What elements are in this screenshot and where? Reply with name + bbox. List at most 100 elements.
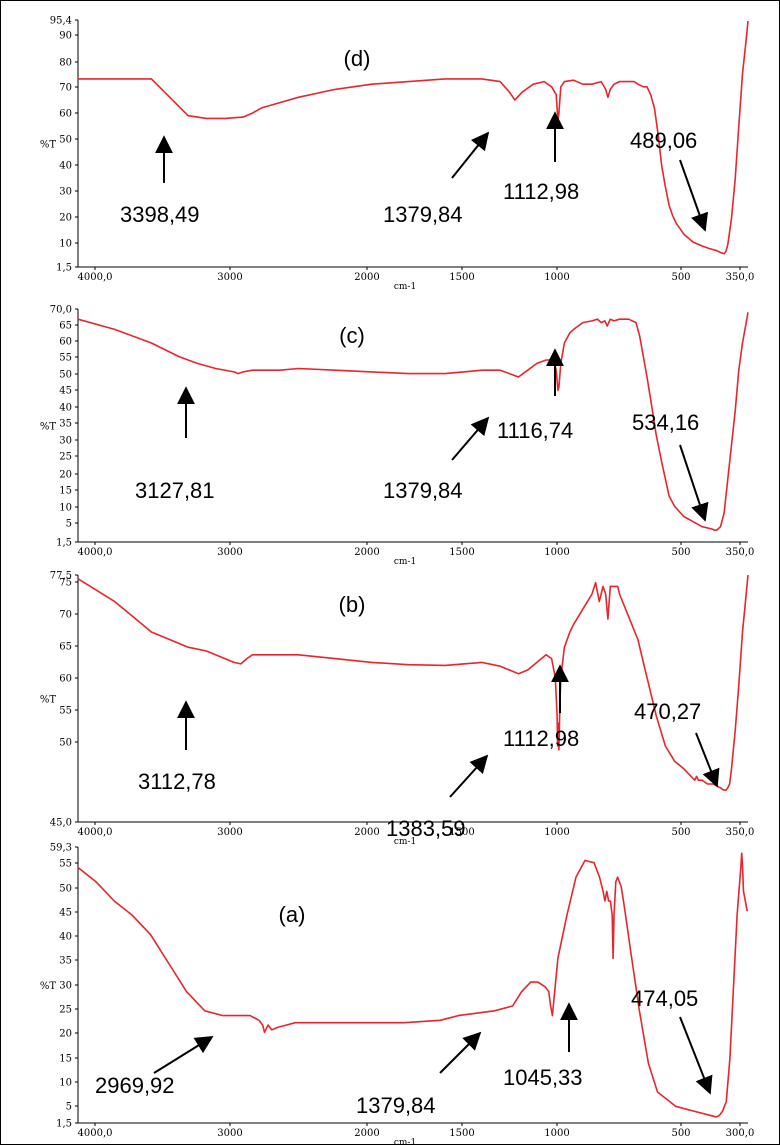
panel-b-y-tick-label: 50 bbox=[59, 738, 72, 749]
panel-d-y-tick-label: 90 bbox=[59, 31, 72, 42]
panel-a-x-axis-label: cm-1 bbox=[394, 1138, 416, 1145]
panel-a-label: (a) bbox=[279, 902, 306, 927]
panel-d-peak-arrow bbox=[679, 159, 709, 232]
panel-a-y-tick-label: 5 bbox=[66, 1102, 72, 1113]
panel-a-y-tick-label: 1,5 bbox=[56, 1119, 72, 1130]
panel-d-x-tick-label: 3000 bbox=[217, 272, 242, 283]
panel-a-y-tick-label: 45 bbox=[59, 908, 72, 919]
panel-d-y-tick-label: 70 bbox=[59, 83, 72, 94]
panel-d-peak-annotation: 1112,98 bbox=[503, 179, 579, 204]
panel-c-peak-arrow bbox=[451, 416, 490, 461]
panel-c-peak-arrow bbox=[679, 444, 709, 522]
panel-d-y-tick-label: 40 bbox=[59, 161, 72, 172]
panel-c-peak-annotation: 1379,84 bbox=[383, 478, 463, 503]
panel-a-y-tick-label: 59,3 bbox=[50, 843, 72, 854]
panel-c-x-tick-label: 4000,0 bbox=[78, 547, 113, 558]
panel-c-label: (c) bbox=[339, 323, 365, 348]
panel-c-x-tick-label: 350,0 bbox=[726, 547, 755, 558]
panel-c-y-tick-label: 35 bbox=[59, 419, 72, 430]
panel-b-x-tick-label: 1500 bbox=[449, 827, 474, 838]
panel-a-spectrum-line bbox=[77, 852, 748, 1118]
panel-a-y-tick-label: 10 bbox=[59, 1078, 72, 1089]
panel-b-y-tick-label: 77,5 bbox=[50, 571, 72, 582]
panel-b-label: (b) bbox=[339, 592, 366, 617]
panel-d-x-tick-label: 1500 bbox=[449, 272, 474, 283]
panel-d-label: (d) bbox=[344, 46, 371, 71]
panel-d-y-tick-label: 50 bbox=[59, 135, 72, 146]
panel-a-peak-arrow bbox=[679, 1016, 713, 1095]
panel-a-peak-annotation: 1045,33 bbox=[503, 1065, 583, 1090]
panel-c-y-tick-label: 10 bbox=[59, 503, 72, 514]
panel-d-y-tick-label: 30 bbox=[59, 187, 72, 198]
panel-a-x-tick-label: 1500 bbox=[449, 1128, 474, 1139]
panel-b-y-tick-label: 65 bbox=[59, 642, 72, 653]
panel-d-y-tick-label: 80 bbox=[59, 58, 72, 69]
panel-b-x-axis-label: cm-1 bbox=[394, 837, 416, 847]
panel-b-y-tick-label: 70 bbox=[59, 610, 72, 621]
panel-b-y-tick-label: 45,0 bbox=[50, 818, 72, 829]
panel-c-y-tick-label: 20 bbox=[59, 470, 72, 481]
panel-c-x-tick-label: 1000 bbox=[544, 547, 569, 558]
panel-d-peak-arrow bbox=[451, 131, 490, 179]
panel-b-peak-annotation: 470,27 bbox=[634, 699, 701, 724]
panel-c-y-tick-label: 1,5 bbox=[56, 538, 72, 549]
panel-a-peak-arrow bbox=[439, 1031, 482, 1074]
panel-d-y-tick-label: 95,4 bbox=[50, 16, 72, 27]
panel-c-spectrum-line bbox=[77, 312, 749, 531]
panel-c-y-tick-label: 40 bbox=[59, 403, 72, 414]
panel-d-y-tick-label: 1,5 bbox=[56, 263, 72, 274]
panel-c-x-tick-label: 3000 bbox=[217, 547, 242, 558]
panel-b-peak-arrow bbox=[449, 754, 489, 798]
panel-c-x-axis-label: cm-1 bbox=[394, 557, 416, 567]
panel-c-y-tick-label: 65 bbox=[59, 321, 72, 332]
panel-b-y-tick-label: 55 bbox=[59, 706, 72, 717]
panel-d-x-tick-label: 500 bbox=[671, 272, 690, 283]
panel-a-x-tick-label: 500 bbox=[671, 1128, 690, 1139]
panel-d-y-tick-label: 60 bbox=[59, 109, 72, 120]
panel-d-peak-annotation: 489,06 bbox=[630, 128, 697, 153]
panel-c-y-tick-label: 50 bbox=[59, 370, 72, 381]
panel-d-y-tick-label: 10 bbox=[59, 239, 72, 250]
panel-c-y-tick-label: 25 bbox=[59, 452, 72, 463]
panel-a-x-tick-label: 2000 bbox=[354, 1128, 379, 1139]
panel-b-x-tick-label: 4000,0 bbox=[78, 827, 113, 838]
panel-c-x-tick-label: 500 bbox=[671, 547, 690, 558]
panel-a-y-axis-label: %T bbox=[40, 981, 57, 992]
panel-a-peak-annotation: 2969,92 bbox=[95, 1073, 175, 1098]
panel-d-peak-annotation: 3398,49 bbox=[120, 202, 200, 227]
panel-b-y-axis-label: %T bbox=[40, 695, 57, 706]
panel-b-peak-annotation: 1383,59 bbox=[386, 816, 466, 841]
panel-b-x-tick-label: 2000 bbox=[354, 827, 379, 838]
panel-b-peak-arrow bbox=[695, 732, 720, 788]
panel-a-y-tick-label: 35 bbox=[59, 956, 72, 967]
panel-c-y-axis-label: %T bbox=[40, 422, 57, 433]
panel-c-x-tick-label: 2000 bbox=[354, 547, 379, 558]
panel-b-y-tick-label: 60 bbox=[59, 674, 72, 685]
panel-c-y-tick-label: 30 bbox=[59, 436, 72, 447]
panel-a-peak-annotation: 1379,84 bbox=[356, 1093, 436, 1118]
panel-c-peak-annotation: 1116,74 bbox=[497, 418, 573, 443]
panel-b-peak-annotation: 3112,78 bbox=[138, 769, 216, 794]
panel-d-spectrum-line bbox=[78, 21, 749, 255]
panel-a-y-tick-label: 55 bbox=[59, 859, 72, 870]
panel-c-y-tick-label: 5 bbox=[66, 519, 72, 530]
panel-c-y-tick-label: 55 bbox=[59, 353, 72, 364]
panel-c-y-tick-label: 70,0 bbox=[50, 305, 72, 316]
panel-a-y-tick-label: 25 bbox=[59, 1005, 72, 1016]
panel-c-x-tick-label: 1500 bbox=[449, 547, 474, 558]
panel-c-peak-annotation: 3127,81 bbox=[135, 478, 215, 503]
panel-b-peak-annotation: 1112,98 bbox=[503, 726, 579, 751]
panel-a-y-tick-label: 30 bbox=[59, 981, 72, 992]
panel-a-y-tick-label: 20 bbox=[59, 1029, 72, 1040]
panel-a-y-tick-label: 40 bbox=[59, 932, 72, 943]
panel-a-x-tick-label: 4000,0 bbox=[78, 1128, 113, 1139]
panel-a-peak-annotation: 474,05 bbox=[631, 986, 698, 1011]
panel-a-y-tick-label: 15 bbox=[59, 1054, 72, 1065]
panel-b-x-tick-label: 350,0 bbox=[726, 827, 755, 838]
panel-d-x-tick-label: 2000 bbox=[354, 272, 379, 283]
panel-d-x-tick-label: 350,0 bbox=[726, 272, 755, 283]
panel-d-y-axis-label: %T bbox=[40, 140, 57, 151]
panel-a-x-tick-label: 3000 bbox=[217, 1128, 242, 1139]
panel-a-peak-arrow bbox=[153, 1036, 214, 1074]
